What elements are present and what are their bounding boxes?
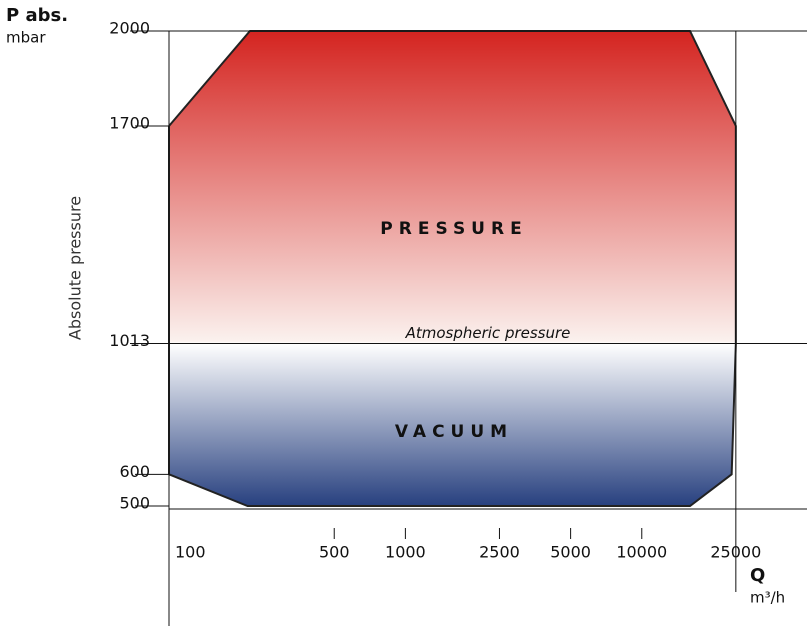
x-unit: m³/h xyxy=(750,589,785,607)
x-tick-label: 25000 xyxy=(710,543,761,562)
x-tick-label: 10000 xyxy=(616,543,667,562)
y-axis-title: Absolute pressure xyxy=(66,196,85,340)
x-tick-label: 1000 xyxy=(385,543,426,562)
x-tick-label: 500 xyxy=(319,543,350,562)
x-tick-label: 100 xyxy=(175,543,206,562)
x-tick-label: 5000 xyxy=(550,543,591,562)
x-label: Q xyxy=(750,565,765,586)
chart: P abs. mbar Absolute pressure Q m³/h 500… xyxy=(0,0,807,626)
y-tick-label: 1700 xyxy=(109,114,150,133)
region-label: VACUUM xyxy=(395,422,513,442)
y-tick-label: 1013 xyxy=(109,331,150,350)
y-tick-label: 500 xyxy=(119,494,150,513)
y-tick-label: 600 xyxy=(119,462,150,481)
x-tick-label: 2500 xyxy=(479,543,520,562)
y-tick-label: 2000 xyxy=(109,19,150,38)
annotation: Atmospheric pressure xyxy=(405,324,571,342)
region-label: PRESSURE xyxy=(380,219,527,239)
y-label: P abs. xyxy=(6,5,68,26)
y-unit: mbar xyxy=(6,29,46,47)
